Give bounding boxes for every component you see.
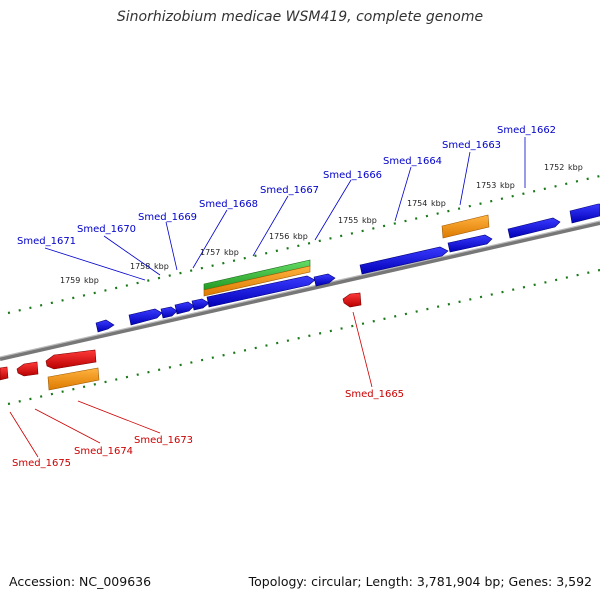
scale-label-1754: 1754 [407, 199, 427, 208]
topology-text: Topology: circular; Length: 3,781,904 bp… [248, 574, 592, 589]
scale-label-1753: 1753 [476, 181, 496, 190]
forward-gene-labels: Smed_1662 Smed_1663 Smed_1664 Smed_1666 … [17, 125, 556, 247]
gene-smed-1674[interactable] [16, 361, 39, 377]
scale-label-1755: 1755 [338, 216, 358, 225]
gene-smed-1666[interactable] [359, 246, 449, 275]
callout-smed-1667 [252, 195, 289, 257]
scale-label-unit-1756: kbp [293, 232, 308, 241]
reverse-genes [0, 292, 362, 381]
gene-smed-1662[interactable] [569, 203, 600, 224]
genome-backbone [0, 221, 600, 361]
label-smed-1673[interactable]: Smed_1673 [134, 435, 193, 446]
label-smed-1668[interactable]: Smed_1668 [199, 199, 258, 210]
gene-smed-1671[interactable] [128, 308, 163, 326]
scale-label-unit-1758: kbp [154, 262, 169, 271]
callout-smed-1670 [103, 235, 161, 276]
callout-smed-1669 [165, 221, 178, 271]
feature-bars [47, 214, 490, 391]
callout-smed-1664 [394, 166, 412, 222]
gene-smed-1667b[interactable] [313, 273, 336, 287]
scale-label-unit-1753: kbp [500, 181, 515, 190]
label-smed-1663[interactable]: Smed_1663 [442, 140, 501, 151]
scale-label-1759: 1759 [60, 276, 80, 285]
gene-smed-1672[interactable] [95, 319, 115, 333]
accession-text: Accession: NC_009636 [9, 574, 152, 589]
label-smed-1669[interactable]: Smed_1669 [138, 212, 197, 223]
label-smed-1664[interactable]: Smed_1664 [383, 156, 442, 167]
cds-feature-bar-smed-1673[interactable] [47, 367, 100, 391]
scale-label-1757: 1757 [200, 248, 220, 257]
gene-smed-1675[interactable] [0, 366, 9, 381]
callout-smed-1665 [352, 311, 373, 388]
label-smed-1667[interactable]: Smed_1667 [260, 185, 319, 196]
scale-label-unit-1754: kbp [431, 199, 446, 208]
gene-smed-1663[interactable] [507, 217, 561, 239]
label-smed-1666[interactable]: Smed_1666 [323, 170, 382, 181]
gene-smed-1673[interactable] [45, 349, 97, 370]
gene-smed-1667[interactable] [206, 275, 316, 308]
cds-feature-bar-smed-1663[interactable] [441, 214, 490, 239]
label-smed-1675[interactable]: Smed_1675 [12, 458, 71, 469]
forward-callouts [44, 137, 526, 281]
scale-label-unit-1752: kbp [568, 163, 583, 172]
callout-smed-1663 [459, 151, 471, 206]
forward-genes [95, 203, 600, 333]
gene-smed-1670[interactable] [160, 306, 178, 319]
callout-smed-1666 [314, 179, 352, 241]
genome-title: Sinorhizobium medicae WSM419, complete g… [116, 9, 484, 25]
callout-smed-1668 [192, 209, 228, 269]
gene-smed-1668[interactable] [191, 298, 210, 311]
gene-smed-1669[interactable] [174, 301, 195, 315]
gene-smed-1664[interactable] [447, 234, 493, 253]
scale-label-unit-1757: kbp [224, 248, 239, 257]
cds-feature-bar-upper[interactable] [203, 265, 311, 297]
label-smed-1671[interactable]: Smed_1671 [17, 236, 76, 247]
genome-backbone-highlight [0, 220, 600, 358]
callout-smed-1675 [9, 411, 39, 458]
scale-label-1758: 1758 [130, 262, 150, 271]
scale-labels: 1752 kbp 1753 kbp 1754 kbp 1755 kbp 1756… [60, 163, 583, 285]
callout-smed-1673 [77, 400, 161, 434]
upper-scale-ticks [7, 174, 600, 315]
reverse-callouts [9, 311, 373, 458]
reverse-gene-labels: Smed_1665 Smed_1673 Smed_1674 Smed_1675 [12, 389, 404, 469]
gene-smed-1665[interactable] [342, 292, 362, 308]
label-smed-1665[interactable]: Smed_1665 [345, 389, 404, 400]
scale-label-1752: 1752 [544, 163, 564, 172]
callout-smed-1674 [34, 408, 101, 444]
scale-label-unit-1755: kbp [362, 216, 377, 225]
scale-label-unit-1759: kbp [84, 276, 99, 285]
callout-smed-1671 [44, 247, 146, 281]
label-smed-1662[interactable]: Smed_1662 [497, 125, 556, 136]
label-smed-1670[interactable]: Smed_1670 [77, 224, 136, 235]
label-smed-1674[interactable]: Smed_1674 [74, 446, 133, 457]
scale-label-1756: 1756 [269, 232, 289, 241]
